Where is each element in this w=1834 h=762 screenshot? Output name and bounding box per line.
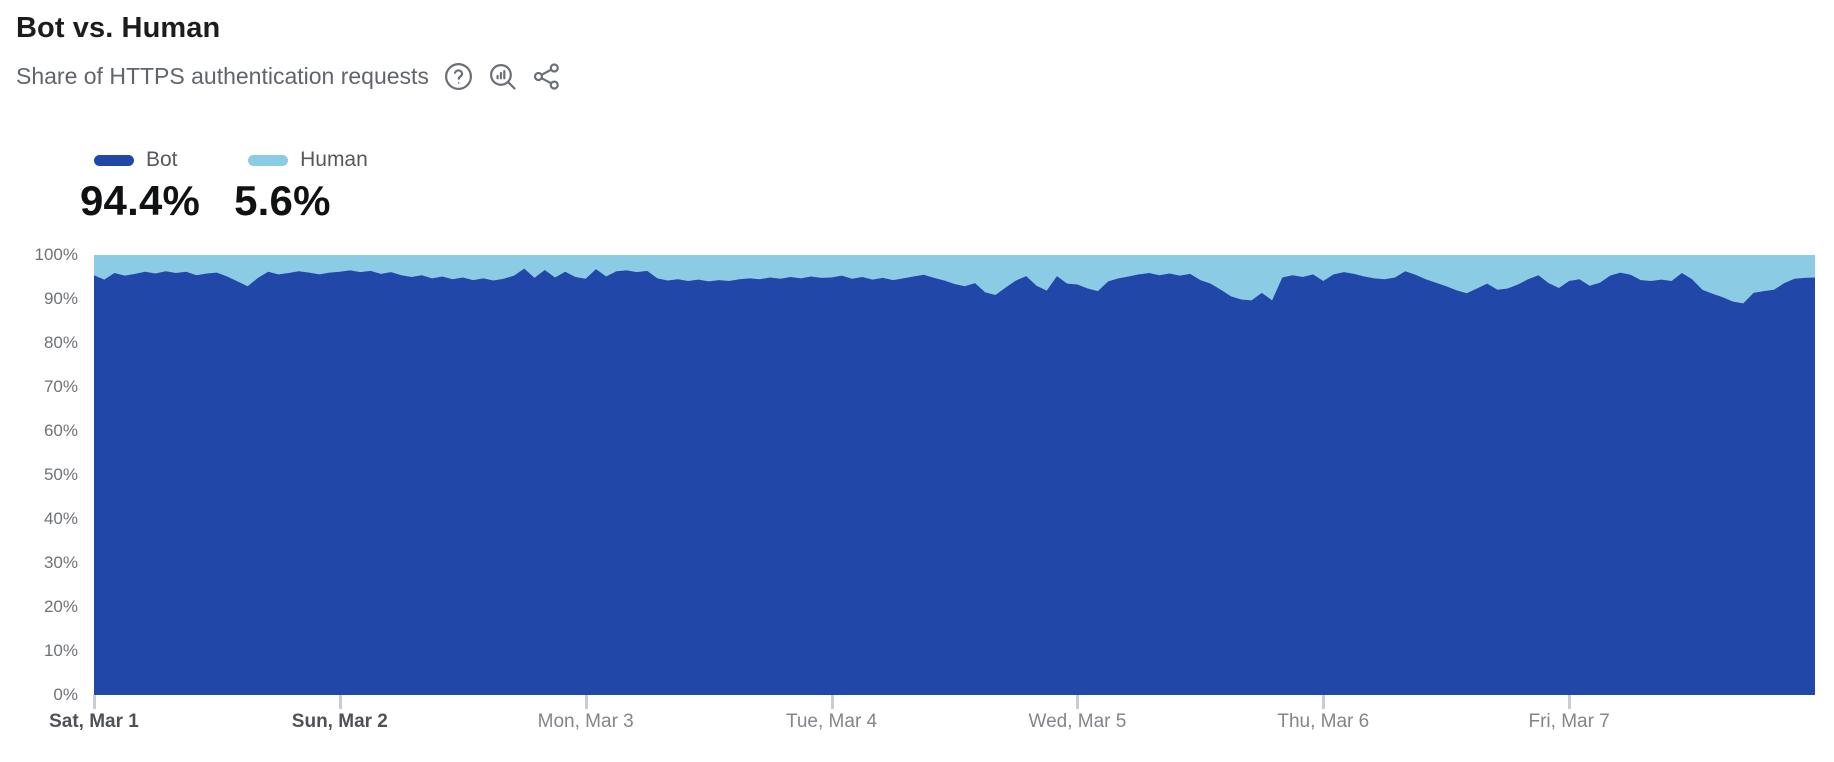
help-button[interactable] — [443, 60, 475, 92]
x-axis-tick — [1568, 695, 1572, 709]
y-axis-label: 20% — [43, 597, 78, 616]
y-axis-label: 80% — [43, 333, 78, 352]
legend-swatch-human — [248, 154, 289, 166]
y-axis-label: 0% — [53, 685, 78, 704]
legend-label: Human — [300, 148, 368, 171]
x-axis-label: Wed, Mar 5 — [1028, 711, 1127, 732]
x-axis-label: Tue, Mar 4 — [785, 711, 878, 732]
x-axis-tick — [584, 695, 588, 709]
legend-item-bot[interactable]: Bot 94.4% — [80, 148, 200, 222]
plot-area[interactable] — [94, 255, 1815, 695]
y-axis-label: 10% — [43, 641, 78, 660]
legend-value-human: 5.6% — [234, 177, 331, 224]
y-axis-label: 30% — [43, 553, 78, 572]
page-title: Bot vs. Human — [16, 12, 221, 44]
share-icon — [531, 61, 562, 92]
legend-item-human[interactable]: Human 5.6% — [234, 148, 368, 222]
y-axis-label: 90% — [43, 289, 78, 308]
x-axis-tick — [1076, 695, 1080, 709]
x-axis-tick — [830, 695, 834, 709]
bot-area — [94, 268, 1815, 695]
x-axis-label: Mon, Mar 3 — [537, 711, 634, 732]
x-axis-label: Sat, Mar 1 — [49, 711, 139, 732]
y-axis-label: 70% — [43, 377, 78, 396]
help-icon — [443, 61, 474, 92]
explore-data-button[interactable] — [487, 60, 519, 92]
x-axis-label: Fri, Mar 7 — [1528, 711, 1610, 732]
legend-head: Human — [248, 148, 368, 172]
legend-head: Bot — [94, 148, 200, 172]
y-axis-label: 60% — [43, 421, 78, 440]
x-axis-tick — [1322, 695, 1326, 709]
x-axis-label: Thu, Mar 6 — [1277, 711, 1370, 732]
legend-value-bot: 94.4% — [80, 177, 201, 224]
explore-data-icon — [487, 61, 518, 92]
y-axis-label: 100% — [34, 245, 78, 264]
x-axis-label: Sun, Mar 2 — [291, 711, 388, 732]
subtitle-row: Share of HTTPS authentication requests — [16, 60, 563, 92]
y-axis-label: 50% — [43, 465, 78, 484]
chart-subtitle: Share of HTTPS authentication requests — [16, 62, 429, 89]
legend-swatch-bot — [94, 154, 134, 166]
y-axis-label: 40% — [43, 509, 78, 528]
chart-legend: Bot 94.4% Human 5.6% — [80, 148, 368, 222]
x-axis-tick — [338, 695, 342, 709]
share-button[interactable] — [531, 60, 563, 92]
x-axis-tick — [93, 695, 96, 709]
legend-label: Bot — [146, 148, 178, 171]
